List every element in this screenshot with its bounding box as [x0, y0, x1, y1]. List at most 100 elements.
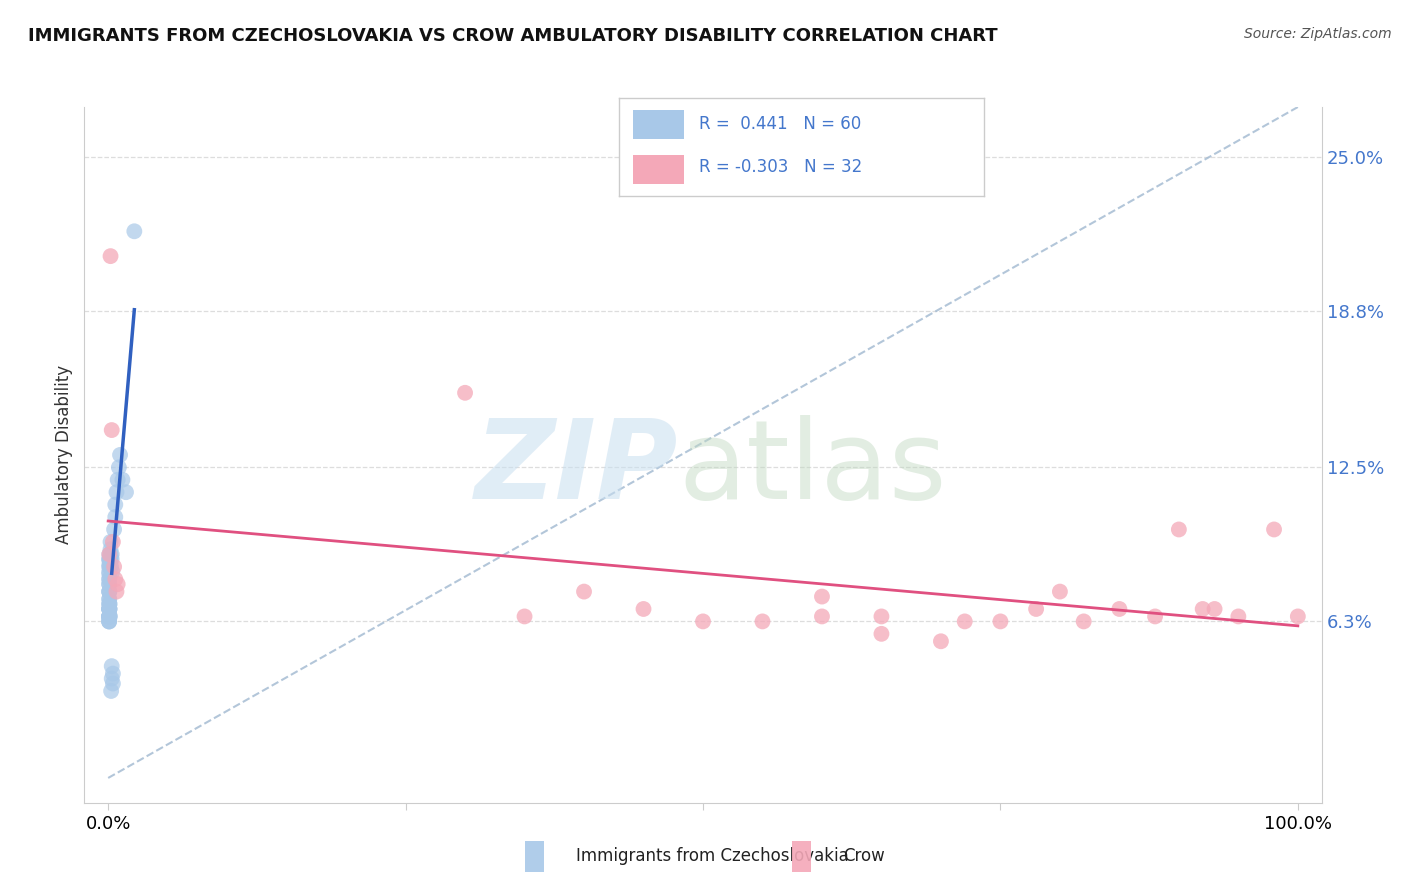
Point — [811, 609, 834, 624]
Bar — [633, 110, 685, 139]
Text: ZIP: ZIP — [475, 416, 678, 523]
Point — [98, 547, 121, 561]
Point — [100, 547, 122, 561]
Point — [1167, 523, 1189, 537]
Point — [104, 510, 127, 524]
Point — [98, 592, 121, 607]
Point — [101, 666, 124, 681]
Point — [98, 558, 121, 572]
Point — [105, 485, 128, 500]
Point — [98, 602, 121, 616]
Point — [1263, 523, 1285, 537]
Text: Crow: Crow — [844, 847, 886, 865]
Point — [98, 615, 121, 629]
Point — [100, 249, 122, 263]
Point — [103, 523, 125, 537]
Point — [98, 609, 121, 624]
Point — [101, 565, 124, 579]
Point — [98, 597, 121, 611]
Text: R = -0.303   N = 32: R = -0.303 N = 32 — [699, 158, 862, 177]
Point — [105, 584, 128, 599]
Point — [115, 485, 138, 500]
Point — [100, 552, 122, 566]
Point — [100, 684, 122, 698]
Point — [98, 559, 121, 574]
Point — [98, 592, 121, 607]
Point — [108, 460, 131, 475]
Text: Source: ZipAtlas.com: Source: ZipAtlas.com — [1244, 27, 1392, 41]
Point — [751, 615, 773, 629]
Text: R =  0.441   N = 60: R = 0.441 N = 60 — [699, 115, 862, 133]
Point — [98, 565, 121, 579]
Point — [100, 423, 122, 437]
Point — [101, 676, 124, 690]
Point — [98, 572, 121, 586]
Point — [107, 577, 129, 591]
Point — [98, 597, 121, 611]
Point — [98, 577, 121, 591]
Point — [98, 609, 121, 624]
Point — [98, 559, 121, 574]
Point — [1073, 615, 1095, 629]
Point — [1286, 609, 1309, 624]
Point — [633, 602, 655, 616]
Point — [98, 615, 121, 629]
Point — [124, 224, 146, 238]
Point — [98, 567, 121, 582]
Point — [100, 542, 122, 557]
Point — [100, 672, 122, 686]
Point — [98, 584, 121, 599]
Point — [98, 602, 121, 616]
Point — [104, 572, 127, 586]
Text: atlas: atlas — [678, 416, 946, 523]
Point — [98, 552, 121, 566]
Point — [100, 559, 122, 574]
Point — [1191, 602, 1213, 616]
Point — [98, 584, 121, 599]
Point — [1144, 609, 1167, 624]
Text: Immigrants from Czechoslovakia: Immigrants from Czechoslovakia — [576, 847, 849, 865]
Point — [98, 609, 121, 624]
Point — [98, 602, 121, 616]
Point — [107, 473, 129, 487]
Point — [104, 498, 127, 512]
Point — [98, 609, 121, 624]
Point — [454, 385, 477, 400]
Point — [953, 615, 976, 629]
Point — [98, 609, 121, 624]
Point — [1204, 602, 1226, 616]
Point — [98, 609, 121, 624]
Point — [513, 609, 536, 624]
Point — [1049, 584, 1071, 599]
Point — [98, 584, 121, 599]
Point — [101, 534, 124, 549]
Point — [98, 552, 121, 566]
Point — [100, 547, 122, 561]
Point — [98, 602, 121, 616]
Point — [98, 577, 121, 591]
Point — [98, 602, 121, 616]
Point — [100, 552, 122, 566]
Point — [929, 634, 952, 648]
Point — [811, 590, 834, 604]
Point — [98, 597, 121, 611]
Point — [103, 559, 125, 574]
Point — [108, 448, 131, 462]
Y-axis label: Ambulatory Disability: Ambulatory Disability — [55, 366, 73, 544]
Point — [98, 602, 121, 616]
Point — [100, 534, 122, 549]
Point — [111, 473, 134, 487]
Point — [1025, 602, 1047, 616]
Point — [98, 572, 121, 586]
Point — [100, 659, 122, 673]
Point — [1227, 609, 1250, 624]
Point — [98, 552, 121, 566]
Point — [870, 609, 893, 624]
Point — [990, 615, 1012, 629]
Point — [98, 547, 121, 561]
Point — [572, 584, 595, 599]
Point — [692, 615, 714, 629]
Text: IMMIGRANTS FROM CZECHOSLOVAKIA VS CROW AMBULATORY DISABILITY CORRELATION CHART: IMMIGRANTS FROM CZECHOSLOVAKIA VS CROW A… — [28, 27, 998, 45]
Point — [98, 609, 121, 624]
Bar — [633, 155, 685, 185]
